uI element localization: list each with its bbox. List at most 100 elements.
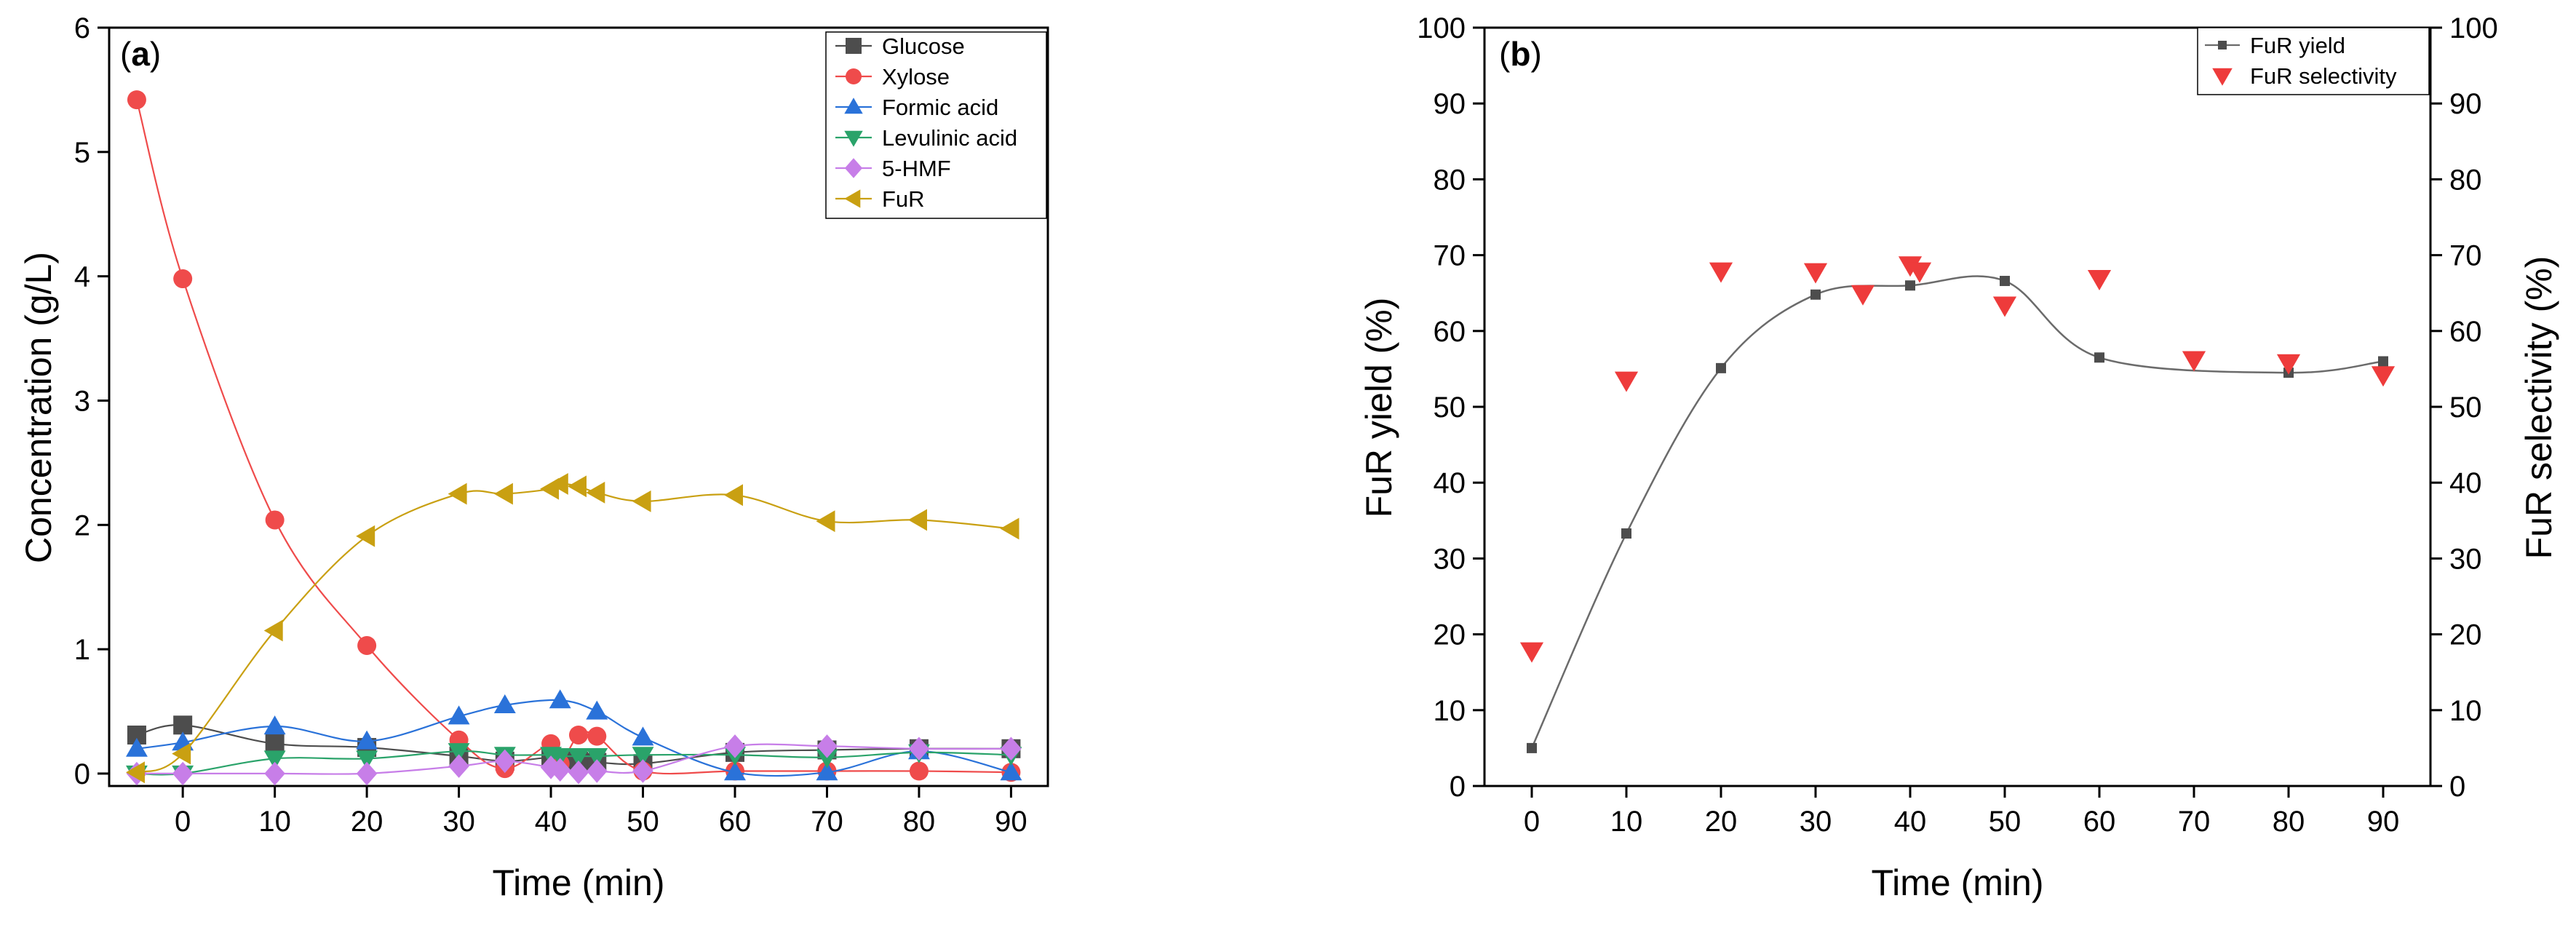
panel-b-y-tick-label: 90 (1434, 88, 1466, 120)
panel-a-series-formic-acid (126, 689, 1022, 781)
panel-a-x-tick-label: 0 (175, 806, 191, 838)
panel-b-x-tick-label: 60 (2083, 806, 2116, 838)
panel-a-formic-acid-point (263, 715, 286, 735)
panel-b-y-tick-label: 30 (1434, 543, 1466, 575)
panel-a-levulinic-acid-point (448, 743, 470, 763)
panel-a-formic-acid-point (549, 689, 571, 709)
panel-b-y-axis-label: FuR yield (%) (1359, 298, 1399, 518)
panel-b-y-tick-label: 0 (1450, 771, 1466, 803)
panel-a-legend-item-levulinic-acid: Levulinic acid (835, 125, 1017, 151)
panel-a-glucose-point (265, 734, 285, 753)
panel-a-legend-label: Xylose (882, 64, 950, 90)
panel-a-legend-label: Levulinic acid (882, 125, 1017, 151)
panel-a-5-hmf-point (568, 761, 589, 785)
panel-a-x-tick-label: 70 (811, 806, 843, 838)
panel-a-fur-point (172, 742, 191, 765)
panel-a-legend-label: FuR (882, 186, 925, 212)
panel-a-levulinic-acid-point (568, 748, 589, 767)
panel-b-fur-selectivity-point (1850, 285, 1875, 306)
panel-b-series-fur-yield (1527, 275, 2388, 753)
panel-b-series (1519, 256, 2396, 753)
panel-a-legend-item-xylose: Xylose (835, 64, 950, 90)
panel-b-x-tick-label: 20 (1705, 806, 1738, 838)
panel-a-series-glucose (127, 715, 1021, 774)
panel-b-y2-tick-label: 90 (2449, 88, 2482, 120)
panel-b-fur-selectivity-point (2087, 270, 2112, 290)
panel-b-y-tick-label: 100 (1417, 12, 1466, 44)
panel-b-fur-yield-point (1716, 362, 1726, 373)
panel-b-tag: (b) (1499, 35, 1542, 73)
panel-b-legend: FuR yield FuR selectivity (2197, 27, 2430, 95)
panel-a-fur-point (549, 473, 568, 495)
panel-b-y2-tick-label: 80 (2449, 164, 2482, 196)
panel-a-levulinic-acid-point (816, 749, 838, 769)
panel-b-legend-label: FuR yield (2250, 33, 2345, 58)
panel-a-xylose-point (587, 726, 607, 746)
panel-b-x-tick-label: 30 (1800, 806, 1832, 838)
panel-b-y-tick-label: 70 (1434, 240, 1466, 272)
panel-a-5-hmf-point (587, 759, 608, 783)
panel-b-fur-yield-point (1527, 742, 1537, 753)
panel-b-fur-selectivity-point (1709, 262, 1733, 283)
panel-a-formic-acid-point (448, 705, 470, 725)
panel-a-legend-marker (844, 98, 863, 114)
panel-b-fur-selectivity-point (2371, 366, 2396, 387)
panel-a-series-fur (126, 473, 1019, 784)
panel-a-fur-point (126, 761, 145, 784)
panel-b-y-tick-label: 80 (1434, 164, 1466, 196)
panel-b-legend-marker (2218, 41, 2227, 49)
panel-a-levulinic-acid-point (586, 748, 608, 767)
panel-a-y-tick-label: 0 (74, 758, 90, 790)
panel-b-x-tick-label: 80 (2273, 806, 2305, 838)
panel-a-5-hmf-point (264, 761, 285, 786)
panel-b-fur-selectivity-point (1803, 263, 1828, 284)
panel-a-fur-point (632, 490, 651, 512)
panel-b-fur-yield-point (1905, 280, 1915, 291)
panel-b-fur-yield-point (1810, 289, 1821, 300)
panel-b-fur-selectivity-point (1898, 256, 1923, 277)
panel-a-xylose-point (173, 269, 193, 289)
panel-a-legend-marker (846, 38, 862, 54)
panel-b-y-ticks: 0 10 20 30 40 50 60 70 80 90 100 (1417, 12, 1484, 803)
panel-a-levulinic-acid-point (632, 747, 654, 766)
panel-a-y-axis-label: Concentration (g/L) (18, 252, 59, 563)
panel-a-5-hmf-point (494, 749, 516, 774)
panel-a-xylose-point (569, 725, 588, 745)
panel-b-fur-selectivity-point (1992, 296, 2017, 317)
panel-a-fur-point (1000, 517, 1019, 540)
panel-b-y2-tick-label: 30 (2449, 543, 2482, 575)
panel-a-x-tick-label: 40 (535, 806, 568, 838)
panel-b-x-axis-label: Time (min) (1871, 862, 2043, 903)
panel-b-y2-tick-label: 40 (2449, 467, 2482, 499)
panel-a-fur-point (724, 484, 743, 507)
panel-b-fur-yield-point (1621, 528, 1631, 539)
panel-a-fur-point (908, 509, 927, 531)
panel-b-legend-item-fur-selectivity: FuR selectivity (2212, 63, 2397, 89)
panel-b: 0 10 20 30 40 50 60 70 80 90 0 10 20 30 40 50 60 70 80 90 1… (1359, 12, 2559, 903)
panel-a-xylose-point (357, 635, 377, 655)
panel-a-y-tick-label: 2 (74, 509, 90, 541)
panel-a-y-tick-label: 3 (74, 385, 90, 417)
panel-b-fur-yield-point (2000, 276, 2010, 287)
panel-a-xylose-point (127, 90, 146, 110)
panel-a-legend: Glucose Xylose Formic acid Levulinic acid 5-… (825, 31, 1047, 219)
panel-a-y-ticks: 0 1 2 3 4 5 6 (74, 12, 109, 790)
panel-a-5-hmf-point (448, 754, 469, 778)
panel-a-fur-point (493, 483, 513, 505)
panel-a-legend-item-glucose: Glucose (835, 33, 965, 59)
panel-a: 0 10 20 30 40 50 60 70 80 90 0 1 2 3 4 5 6 (a) Glucose X… (18, 12, 1049, 903)
panel-a-formic-acid-point (586, 700, 608, 720)
panel-a-legend-item-fur: FuR (835, 186, 925, 212)
panel-a-fur-point (816, 510, 835, 533)
panel-a-legend-item-5-hmf: 5-HMF (835, 156, 951, 181)
panel-a-formic-acid-point (126, 737, 148, 757)
panel-b-x-tick-label: 40 (1894, 806, 1927, 838)
panel-a-legend-label: Glucose (882, 33, 965, 59)
panel-a-x-ticks: 0 10 20 30 40 50 60 70 80 90 (175, 786, 1027, 838)
panel-a-fur-point (586, 481, 605, 504)
panel-a-legend-box (825, 31, 1047, 219)
panel-b-fur-yield-point (2094, 352, 2104, 363)
panel-a-x-tick-label: 50 (627, 806, 659, 838)
panel-b-fur-selectivity-point (2276, 354, 2301, 375)
